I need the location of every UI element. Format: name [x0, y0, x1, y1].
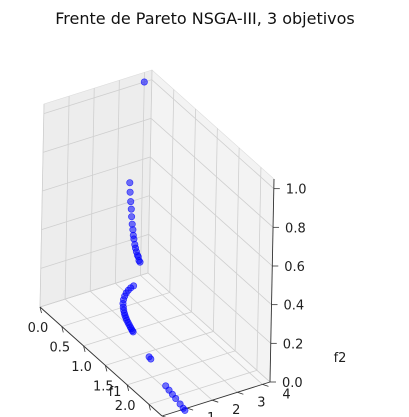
y-tick-label: 1 [207, 411, 215, 417]
data-point [137, 259, 143, 265]
z-tick-label: 0.2 [283, 337, 304, 352]
data-point [173, 395, 179, 401]
y-tick-mark [237, 392, 243, 394]
data-point [182, 407, 188, 413]
pane-left [40, 70, 152, 307]
z-tick-label: 0.6 [284, 260, 305, 275]
data-point [128, 198, 134, 204]
data-point [127, 180, 133, 186]
y-tick-mark [262, 384, 268, 386]
z-tick-label: 0.0 [282, 376, 303, 391]
y-tick-label: 2 [232, 403, 240, 417]
x-tick-label: 0.0 [28, 321, 49, 336]
y-tick-mark [212, 400, 218, 402]
x-tick-label: 2.0 [115, 399, 136, 414]
z-tick-label: 0.4 [284, 299, 305, 314]
y-tick-label: 3 [257, 395, 265, 410]
data-point [127, 189, 133, 195]
x-tick-label: 1.0 [71, 360, 92, 375]
y-axis-label: f2 [334, 351, 347, 366]
x-tick-label: 0.5 [49, 340, 70, 355]
data-point [130, 329, 136, 335]
z-tick-label: 1.0 [286, 183, 307, 198]
x-axis-label: f1 [109, 385, 122, 400]
data-point [148, 356, 154, 362]
z-tick-label: 0.8 [285, 221, 306, 236]
chart-title: Frente de Pareto NSGA-III, 3 objetivos [55, 9, 355, 28]
data-point [141, 79, 147, 85]
data-point [128, 214, 134, 220]
data-point [128, 206, 134, 212]
